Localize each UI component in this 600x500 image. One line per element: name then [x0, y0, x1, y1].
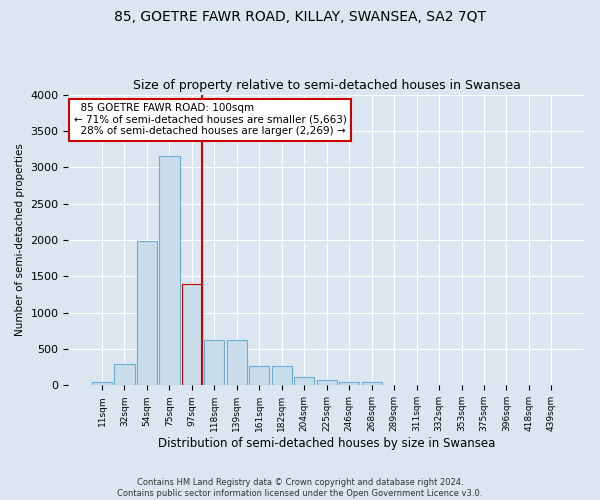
- Bar: [204, 340, 224, 386]
- Bar: [92, 382, 112, 386]
- Bar: [362, 382, 382, 386]
- Bar: [294, 378, 314, 386]
- Bar: [272, 366, 292, 386]
- Text: Contains HM Land Registry data © Crown copyright and database right 2024.
Contai: Contains HM Land Registry data © Crown c…: [118, 478, 482, 498]
- Bar: [227, 340, 247, 386]
- Text: 85, GOETRE FAWR ROAD, KILLAY, SWANSEA, SA2 7QT: 85, GOETRE FAWR ROAD, KILLAY, SWANSEA, S…: [114, 10, 486, 24]
- X-axis label: Distribution of semi-detached houses by size in Swansea: Distribution of semi-detached houses by …: [158, 437, 496, 450]
- Bar: [384, 384, 404, 386]
- Bar: [159, 156, 179, 386]
- Text: 85 GOETRE FAWR ROAD: 100sqm
← 71% of semi-detached houses are smaller (5,663)
  : 85 GOETRE FAWR ROAD: 100sqm ← 71% of sem…: [74, 104, 346, 136]
- Bar: [339, 382, 359, 386]
- Y-axis label: Number of semi-detached properties: Number of semi-detached properties: [15, 144, 25, 336]
- Title: Size of property relative to semi-detached houses in Swansea: Size of property relative to semi-detach…: [133, 79, 521, 92]
- Bar: [182, 284, 202, 386]
- Bar: [317, 380, 337, 386]
- Bar: [249, 366, 269, 386]
- Bar: [137, 242, 157, 386]
- Bar: [115, 364, 134, 386]
